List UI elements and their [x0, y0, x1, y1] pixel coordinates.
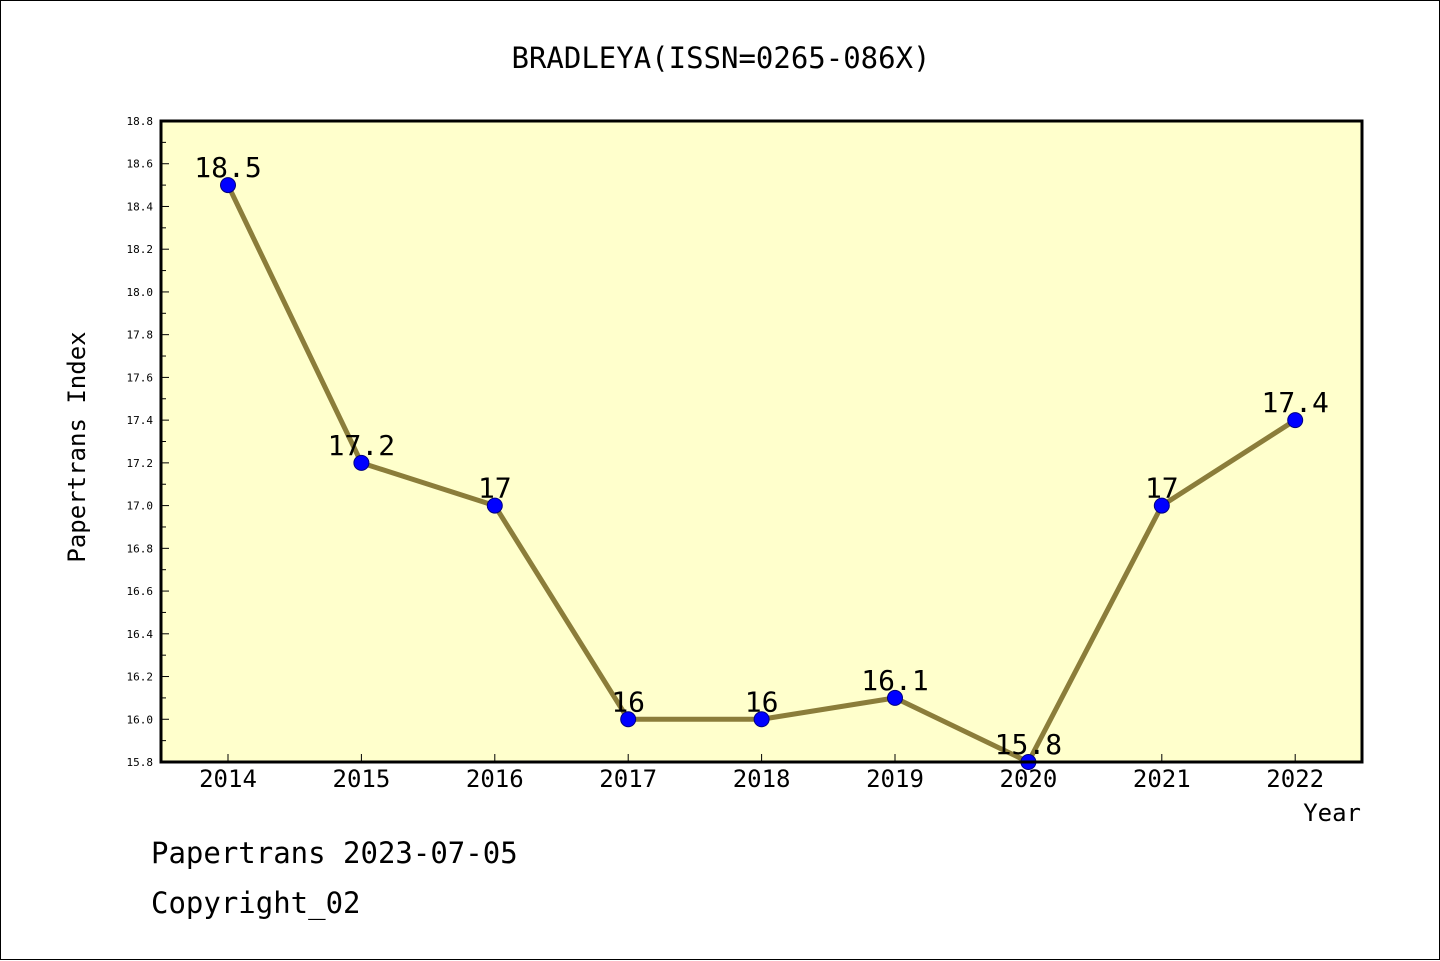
- y-tick-label: 18.8: [127, 115, 154, 128]
- x-axis-ticks: 2014 2015 2016 2017 2018 2019 2020 2021 2022: [199, 754, 1324, 793]
- data-point-marker: [220, 177, 236, 194]
- x-tick-label: 2017: [599, 765, 657, 793]
- y-tick-label: 17.0: [127, 500, 154, 513]
- data-label: 16: [611, 685, 645, 718]
- y-tick-label: 16.8: [127, 542, 154, 555]
- data-point-marker: [1153, 497, 1170, 514]
- data-point-marker: [620, 711, 637, 728]
- y-tick-label: 18.6: [127, 158, 154, 171]
- data-point-marker: [887, 689, 903, 706]
- y-axis-label: Papertrans Index: [63, 331, 91, 562]
- y-tick-label: 15.8: [127, 756, 154, 769]
- x-tick-label: 2021: [1133, 765, 1191, 793]
- data-label: 17.4: [1261, 386, 1328, 419]
- data-label: 17: [1145, 472, 1179, 505]
- y-tick-label: 16.4: [127, 628, 154, 641]
- footer-date-text: Papertrans 2023-07-05: [151, 836, 518, 870]
- chart-title: BRADLEYA(ISSN=0265-086X): [511, 41, 930, 75]
- y-tick-label: 16.2: [127, 671, 154, 684]
- x-tick-label: 2018: [733, 765, 791, 793]
- x-tick-label: 2014: [199, 765, 257, 793]
- data-point-marker: [1287, 412, 1304, 429]
- data-label: 16.1: [861, 664, 928, 697]
- footer-copyright-text: Copyright_02: [151, 886, 361, 920]
- series-layer: 18.5 17.2 17 16 16 16.1 15.8 17 17.4: [194, 151, 1329, 770]
- x-tick-label: 2016: [466, 765, 524, 793]
- y-tick-label: 18.2: [127, 243, 154, 256]
- y-tick-label: 17.8: [127, 329, 154, 342]
- y-axis-ticks: 15.8 16.0 16.2 16.4 16.6 16.8 17.0 17.2 17.4 17.6…: [127, 115, 169, 769]
- y-tick-label: 17.2: [127, 457, 154, 470]
- data-point-marker: [353, 454, 370, 471]
- data-label: 18.5: [194, 151, 261, 184]
- y-tick-label: 17.6: [127, 371, 154, 384]
- y-tick-label: 17.4: [127, 414, 154, 427]
- data-label: 15.8: [995, 728, 1062, 761]
- x-tick-label: 2022: [1266, 765, 1324, 793]
- y-tick-label: 16.6: [127, 585, 154, 598]
- y-tick-label: 16.0: [127, 713, 154, 726]
- x-axis-label: Year: [1303, 799, 1361, 827]
- plot-area-border: [159, 119, 1364, 764]
- y-tick-label: 18.0: [127, 286, 154, 299]
- data-point-marker: [486, 497, 503, 514]
- x-tick-label: 2015: [333, 765, 391, 793]
- data-label: 16: [745, 685, 779, 718]
- plot-area-background: [161, 121, 1362, 762]
- data-label: 17: [478, 472, 512, 505]
- y-tick-label: 18.4: [127, 200, 154, 213]
- x-tick-label: 2019: [866, 765, 924, 793]
- data-point-marker: [753, 711, 770, 728]
- data-label: 17.2: [328, 429, 395, 462]
